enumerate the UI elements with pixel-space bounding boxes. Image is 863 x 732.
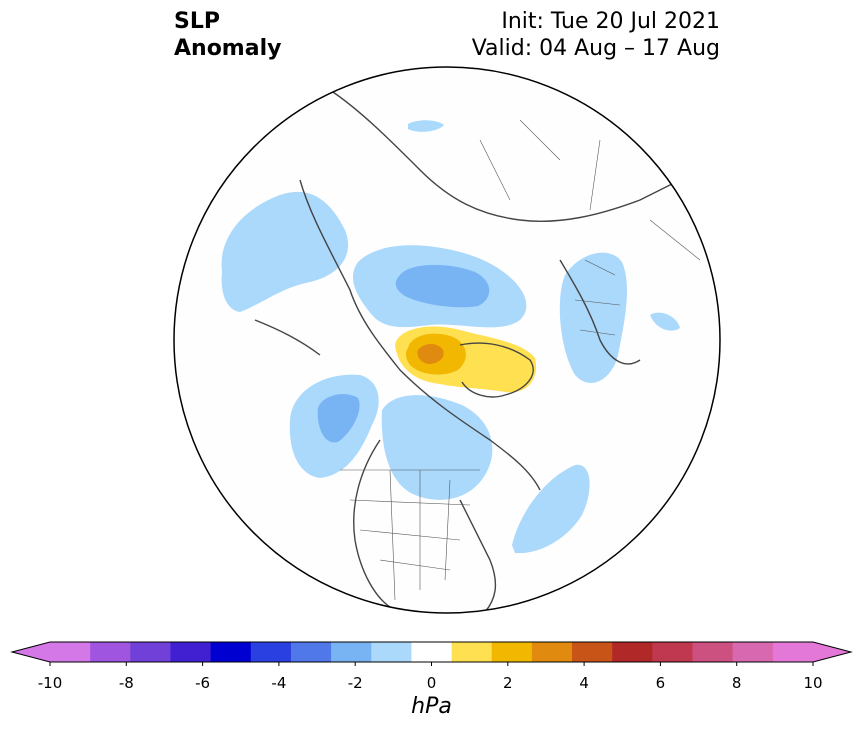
colorbar-tick-label: -10 [38, 674, 63, 690]
colorbar-unit: hPa [411, 694, 452, 719]
colorbar-extend-high [813, 642, 851, 662]
anomaly-atlantic [512, 464, 590, 554]
colorbar-segment [531, 642, 573, 662]
colorbar-segment [692, 642, 734, 662]
colorbar-segment [371, 642, 412, 662]
date-info: Init: Tue 20 Jul 2021 Valid: 04 Aug – 17… [472, 8, 720, 62]
init-date: Init: Tue 20 Jul 2021 [501, 9, 720, 34]
colorbar-segment [290, 642, 332, 662]
anomaly-europe [559, 252, 627, 383]
colorbar-tick-label: -2 [348, 674, 363, 690]
colorbar-segment [652, 642, 694, 662]
colorbar-tick-label: 0 [427, 674, 437, 690]
colorbar-segment [90, 642, 131, 662]
colorbar-extend-low [12, 642, 50, 662]
colorbar-segment [572, 642, 613, 662]
colorbar-segment [250, 642, 292, 662]
colorbar-segment [772, 642, 814, 662]
colorbar-segment [732, 642, 774, 662]
valid-range: Valid: 04 Aug – 17 Aug [471, 36, 720, 61]
colorbar-segment [411, 642, 453, 662]
colorbar-segment [50, 642, 91, 662]
anomaly-east-small [650, 312, 680, 331]
anomaly-gulf-core [317, 394, 360, 443]
colorbar-segment [210, 642, 252, 662]
map-title: SLP Anomaly [174, 8, 281, 62]
colorbar-segment [491, 642, 533, 662]
colorbar-tick-label: -8 [119, 674, 134, 690]
borders [340, 119, 701, 601]
title-line-1: SLP [174, 9, 220, 34]
colorbar-segment [331, 642, 372, 662]
colorbar-tick-label: -6 [195, 674, 210, 690]
map-boundary [173, 66, 721, 614]
title-line-2: Anomaly [174, 36, 282, 61]
colorbar-tick-label: 4 [579, 674, 589, 690]
colorbar-tick-label: 8 [732, 674, 742, 690]
colorbar-segment [170, 642, 212, 662]
anomaly-greenland-3to4 [417, 344, 444, 364]
coastlines [254, 89, 701, 613]
colorbar-tick-label: 2 [503, 674, 513, 690]
anomaly-barents-core [395, 264, 490, 308]
colorbar-segments [50, 642, 814, 662]
colorbar-tick-label: 6 [656, 674, 666, 690]
colorbar-tick-label: 10 [803, 674, 822, 690]
colorbar: -10 -8 -6 -4 -2 0 2 4 6 8 10 [10, 641, 853, 690]
colorbar-segment [130, 642, 171, 662]
colorbar-segment [612, 642, 653, 662]
polar-map [173, 66, 721, 614]
colorbar-segment [451, 642, 493, 662]
colorbar-ticks: -10 -8 -6 -4 -2 0 2 4 6 8 10 [38, 662, 823, 690]
colorbar-tick-label: -4 [271, 674, 286, 690]
anomaly-top [408, 120, 444, 132]
anomaly-canada [381, 395, 493, 500]
